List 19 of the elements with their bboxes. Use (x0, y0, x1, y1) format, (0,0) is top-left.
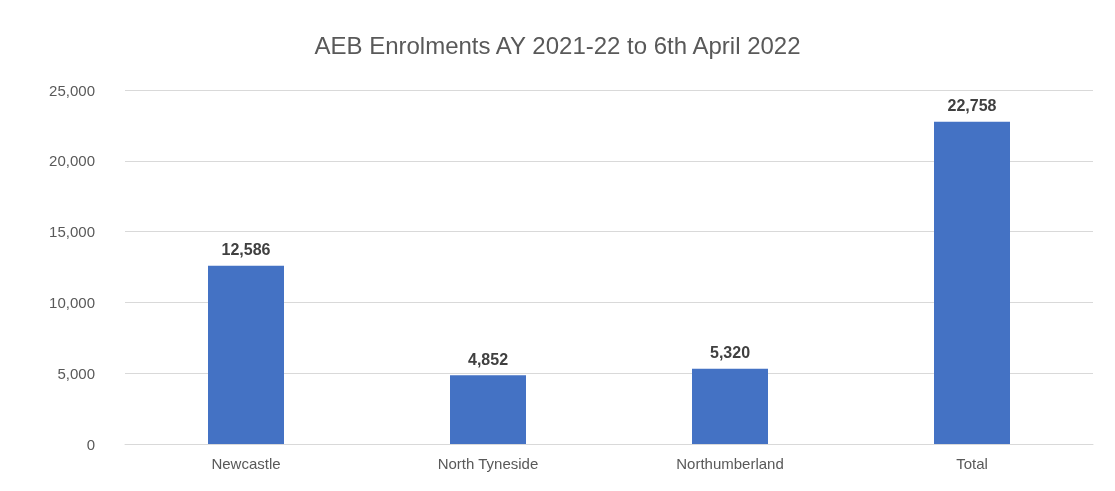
x-tick-label: Total (956, 455, 988, 472)
data-label: 4,852 (467, 350, 509, 368)
y-tick-label: 25,000 (49, 81, 95, 99)
y-tick-label: 5,000 (57, 364, 95, 382)
data-label: 5,320 (709, 344, 751, 362)
data-label: 12,586 (221, 241, 271, 259)
x-tick-label: Newcastle (211, 455, 281, 472)
bar (450, 375, 526, 444)
chart-title: AEB Enrolments AY 2021-22 to 6th April 2022 (314, 31, 801, 59)
bar (208, 265, 284, 444)
x-tick-label: Northumberland (676, 455, 784, 472)
y-tick-label: 0 (86, 435, 95, 453)
data-label: 22,758 (947, 97, 997, 115)
bar (934, 121, 1010, 444)
y-tick-label: 15,000 (49, 223, 95, 241)
bar (692, 368, 768, 444)
y-tick-label: 10,000 (49, 293, 95, 311)
x-tick-label: North Tyneside (437, 455, 539, 472)
y-tick-label: 20,000 (49, 152, 95, 170)
